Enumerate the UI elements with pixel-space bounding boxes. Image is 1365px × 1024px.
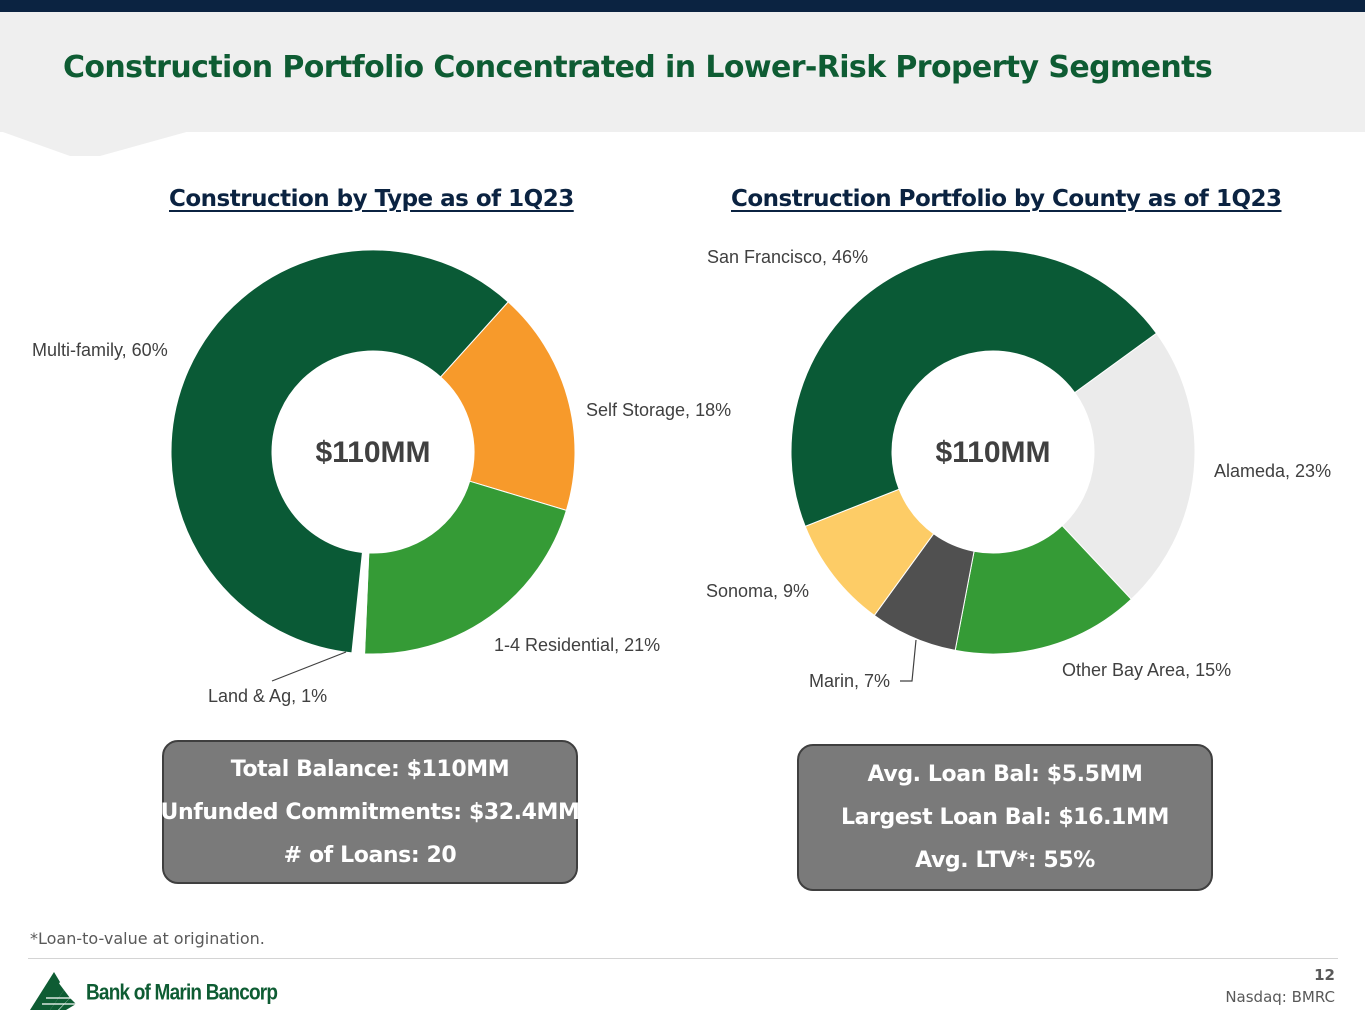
stat-unfunded-commitments: Unfunded Commitments: $32.4MM [160,799,580,825]
chart-title-county: Construction Portfolio by County as of 1… [731,186,1282,212]
stat-avg-ltv: Avg. LTV*: 55% [915,848,1095,873]
label-marin: Marin, 7% [809,671,890,691]
center-total-label: $110MM [935,436,1050,469]
title-notch [0,131,190,156]
label-san-francisco: San Francisco, 46% [707,247,868,267]
label-other-bay-area: Other Bay Area, 15% [1062,660,1231,680]
stat-largest-loan-balance: Largest Loan Bal: $16.1MM [841,805,1169,830]
chart-title-type: Construction by Type as of 1Q23 [169,186,574,212]
stat-avg-loan-balance: Avg. Loan Bal: $5.5MM [867,762,1143,787]
label-sonoma: Sonoma, 9% [706,581,809,601]
slice-self-storage [439,301,576,512]
stats-box-type: Total Balance: $110MM Unfunded Commitmen… [160,740,580,884]
slice-alameda [1061,332,1196,600]
bank-logo-icon [30,972,78,1010]
title-band [0,12,1365,132]
label-alameda: Alameda, 23% [1214,461,1331,481]
slice-other-bay-area [954,524,1132,655]
footnote: *Loan-to-value at origination. [30,929,265,948]
slice-san-francisco [790,249,1158,528]
label-multi-family: Multi-family, 60% [32,340,168,360]
label-land-ag: Land & Ag, 1% [208,686,327,706]
slice-multi-family [170,249,509,654]
donut-charts: Self Storage, 18% 1-4 Residential, 21% Lan… [32,247,1331,706]
page-title: Construction Portfolio Concentrated in L… [63,50,1213,85]
center-total-label: $110MM [315,436,430,469]
stat-total-balance: Total Balance: $110MM [230,756,510,782]
slice-1-4-residential [364,480,568,655]
stats-box-county: Avg. Loan Bal: $5.5MM Largest Loan Bal: … [797,744,1213,891]
label-self-storage: Self Storage, 18% [586,400,731,420]
donut-chart-county: Alameda, 23% Other Bay Area, 15% Marin, 7%… [706,247,1331,691]
top-bar [0,0,1365,12]
donut-chart-type: Self Storage, 18% 1-4 Residential, 21% Lan… [32,249,731,706]
stat-number-of-loans: # of Loans: 20 [283,842,457,868]
page-number: 12 [1314,966,1335,984]
ticker-label: Nasdaq: BMRC [1225,988,1335,1006]
footer-divider [28,958,1338,959]
label-1-4-residential: 1-4 Residential, 21% [494,635,660,655]
bank-logo-text: Bank of Marin Bancorp [86,981,278,1006]
bank-logo: Bank of Marin Bancorp [30,972,278,1010]
leader-line-marin [900,639,917,682]
leader-line-land-ag [271,651,347,682]
